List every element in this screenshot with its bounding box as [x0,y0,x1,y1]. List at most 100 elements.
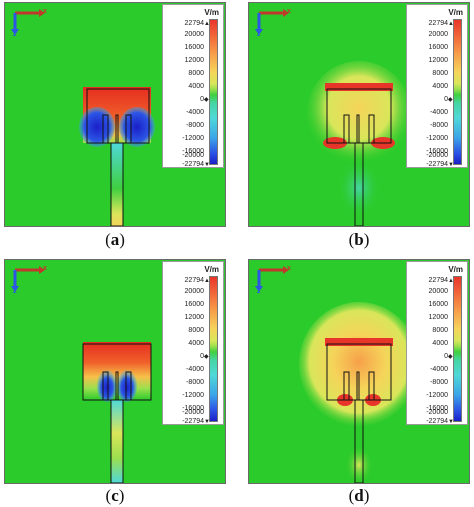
legend-tick: 12000 [428,314,448,321]
legend-tick: 12000 [184,314,204,321]
field-panel-a: x z V/m 22794 ▲ 20000 16000 12000 8000 4… [4,2,226,227]
caption-d: (d) [348,486,370,505]
axis-triad-d: x z [253,264,293,295]
legend-unit: V/m [204,265,219,274]
legend-tick: 8000 [432,327,448,334]
feed-field-d [345,445,373,483]
halo-d [299,302,419,426]
zero-marker-icon: ◆ [204,354,209,360]
colorbar-legend-b: V/m 22794 ▲ 20000 16000 12000 8000 4000 … [406,4,468,168]
x-axis-label: x [43,8,47,15]
slot-field-right-c [117,370,137,402]
feedline-field-a [111,143,123,226]
legend-tick: 4000 [188,340,204,347]
axis-triad-c: x z [9,264,49,295]
slot-field-right-a [119,107,155,147]
legend-tick: 16000 [428,301,448,308]
legend-tick: -4000 [186,109,204,116]
zero-marker-icon: ◆ [204,97,209,103]
min-marker-icon: ▼ [204,162,210,168]
legend-tick: -4000 [186,366,204,373]
legend-unit: V/m [204,8,219,17]
min-marker-icon: ▼ [448,162,454,168]
legend-unit: V/m [448,8,463,17]
x-axis-label: x [43,265,47,272]
max-marker-icon: ▲ [204,278,210,284]
legend-max: 22794 [428,20,448,27]
legend-tick: 20000 [184,288,204,295]
caption-a: (a) [105,230,125,249]
legend-tick: -4000 [430,109,448,116]
legend-tick: -8000 [186,379,204,386]
patch-field-c [83,342,151,400]
z-axis-label: z [13,31,17,38]
slot-field-left-c [97,370,117,402]
colorbar-legend-d: V/m 22794 ▲ 20000 16000 12000 8000 4000 … [406,261,468,425]
field-panel-d: x z V/m 22794 ▲ 20000 16000 12000 8000 4… [248,259,470,484]
legend-tick: -8000 [430,379,448,386]
legend-tick: -16000 [426,148,448,155]
legend-tick: -12000 [182,392,204,399]
colorbar [453,19,462,165]
z-axis-label: z [13,288,17,295]
legend-tick: 12000 [184,57,204,64]
legend-max: 22794 [428,277,448,284]
legend-max: 22794 [184,277,204,284]
colorbar [209,276,218,422]
legend-tick: 16000 [184,44,204,51]
legend-min: -22794 [182,418,204,425]
legend-tick: -8000 [186,122,204,129]
min-marker-icon: ▼ [204,419,210,425]
legend-tick: -20000 [426,152,448,159]
legend-tick: -8000 [430,122,448,129]
legend-tick: 8000 [432,70,448,77]
slot-field-left-a [79,107,115,147]
z-axis-label: z [257,288,261,295]
halo-b [307,61,411,165]
top-edge-field-d [325,338,393,346]
legend-tick: -12000 [182,135,204,142]
legend-tick: 16000 [428,44,448,51]
legend-tick: 12000 [428,57,448,64]
max-marker-icon: ▲ [448,21,454,27]
legend-tick: 20000 [428,288,448,295]
legend-tick: -20000 [426,409,448,416]
x-axis-label: x [287,265,291,272]
legend-unit: V/m [448,265,463,274]
zero-marker-icon: ◆ [448,354,453,360]
field-panel-c: x z V/m 22794 ▲ 20000 16000 12000 8000 4… [4,259,226,484]
legend-tick: 4000 [432,83,448,90]
legend-tick: 4000 [188,83,204,90]
legend-tick: -12000 [426,392,448,399]
zero-marker-icon: ◆ [448,97,453,103]
colorbar [453,276,462,422]
legend-tick: 20000 [184,31,204,38]
top-edge-field-b [325,83,393,91]
legend-min: -22794 [426,418,448,425]
legend-tick: 0 [444,96,448,103]
legend-tick: -12000 [426,135,448,142]
max-marker-icon: ▲ [204,21,210,27]
legend-min: -22794 [426,161,448,168]
legend-tick: -4000 [430,366,448,373]
legend-tick: 4000 [432,340,448,347]
colorbar [209,19,218,165]
legend-tick: -16000 [182,405,204,412]
legend-tick: 8000 [188,327,204,334]
legend-tick: -20000 [182,409,204,416]
legend-tick: -20000 [182,152,204,159]
legend-tick: -16000 [182,148,204,155]
legend-min: -22794 [182,161,204,168]
feed-field-b [337,158,381,218]
legend-tick: 8000 [188,70,204,77]
legend-tick: 0 [200,96,204,103]
z-axis-label: z [257,31,261,38]
colorbar-legend-a: V/m 22794 ▲ 20000 16000 12000 8000 4000 … [162,4,224,168]
legend-tick: 16000 [184,301,204,308]
caption-b: (b) [348,230,370,249]
axis-triad-b: x z [253,7,293,38]
axis-triad-a: x z [9,7,49,38]
caption-c: (c) [105,486,125,505]
colorbar-legend-c: V/m 22794 ▲ 20000 16000 12000 8000 4000 … [162,261,224,425]
